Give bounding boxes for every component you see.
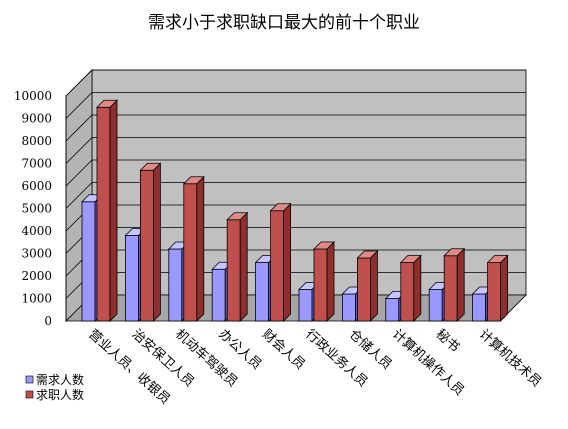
bar-front: [211, 268, 226, 322]
bar-front: [472, 293, 487, 322]
y-axis: 0 1000 2000 3000 4000 5000 6000 7000 8000 9000 100…: [14, 89, 67, 328]
gridline: [65, 92, 526, 119]
bar-side: [283, 202, 292, 322]
chart-marks: [81, 99, 509, 322]
legend-swatch: [25, 390, 34, 399]
y-tick-label: 6000: [21, 179, 52, 193]
bar-side: [456, 247, 465, 322]
y-tick-label: 2000: [21, 269, 52, 283]
y-tick-label: 5000: [21, 202, 52, 216]
y-tick-label: 1000: [21, 292, 52, 306]
supply-bar: [356, 250, 379, 322]
bar-front: [385, 298, 400, 322]
bar-front: [183, 183, 198, 322]
legend-label: 求职人数: [36, 387, 84, 402]
supply-bar: [399, 254, 422, 322]
bar-front: [443, 255, 458, 322]
bar-front: [487, 262, 502, 322]
gridline: [65, 69, 526, 97]
y-tick-label: 9000: [21, 112, 52, 126]
x-tick-label: 计算机操作人员: [389, 326, 467, 399]
bar-front: [255, 262, 270, 322]
bar-front: [298, 289, 313, 322]
bar-top: [486, 255, 509, 263]
y-tick-label: 7000: [21, 157, 52, 171]
bar-top: [443, 248, 466, 257]
gridline: [65, 159, 526, 187]
y-tick-label: 8000: [21, 134, 52, 148]
bar-top: [399, 255, 422, 263]
bar-front: [125, 235, 139, 322]
bar-front: [168, 248, 183, 322]
supply-bar: [226, 211, 249, 322]
bar-top: [269, 203, 292, 212]
bar-front: [341, 293, 356, 322]
gridline: [65, 137, 526, 164]
bar-front: [313, 248, 328, 322]
supply-bar: [313, 241, 335, 322]
bar-top: [96, 99, 118, 108]
supply-bar: [269, 202, 292, 322]
bar-side: [109, 99, 118, 322]
supply-bar: [182, 175, 205, 322]
bar-front: [81, 201, 96, 322]
bar-top: [182, 176, 205, 185]
bar-top: [226, 212, 249, 221]
bar-side: [196, 175, 205, 322]
x-axis: 营业人员、收银员治安保卫人员机动车驾驶员办公人员财会人员行政业务人员仓储人员计算…: [85, 326, 544, 407]
bar-front: [139, 169, 154, 322]
y-tick-label: 4000: [21, 224, 52, 238]
bar-front: [226, 219, 241, 322]
y-tick-label: 0: [44, 314, 52, 328]
bar-front: [428, 289, 443, 322]
x-tick-label: 秘书: [433, 327, 462, 356]
bar-top: [139, 162, 162, 171]
x-tick-label: 营业人员、收银员: [85, 327, 172, 408]
supply-bar: [443, 247, 466, 322]
bar-side: [500, 254, 509, 322]
supply-bar: [139, 162, 162, 322]
gridline: [65, 114, 526, 142]
bar-front: [400, 262, 415, 322]
bar-front: [270, 210, 285, 322]
legend-swatch: [25, 375, 34, 384]
bar-top: [356, 250, 379, 259]
x-tick-label: 财会人员: [259, 327, 308, 373]
bar-front: [356, 257, 371, 322]
y-tick-label: 10000: [14, 89, 52, 103]
supply-bar: [486, 254, 509, 322]
supply-bar: [96, 99, 118, 322]
bar-side: [239, 211, 248, 322]
chart-title: 需求小于求职缺口最大的前十个职业: [148, 13, 420, 33]
legend-label: 需求人数: [36, 372, 84, 387]
bar-top: [313, 241, 335, 250]
y-tick-label: 3000: [21, 247, 52, 261]
x-tick-label: 计算机技术员: [476, 327, 544, 390]
bar-side: [413, 254, 422, 322]
bar-side: [152, 162, 161, 322]
gridline: [65, 182, 526, 209]
bar-side: [369, 250, 378, 322]
bar-side: [326, 241, 335, 322]
bar-front: [96, 106, 111, 322]
